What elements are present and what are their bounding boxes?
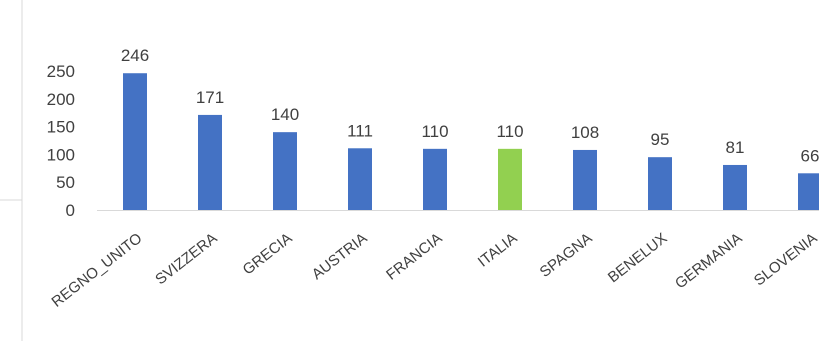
data-label: 246 bbox=[121, 46, 149, 65]
data-label: 110 bbox=[421, 122, 448, 141]
bar-slovenia bbox=[798, 173, 819, 210]
data-label: 111 bbox=[347, 121, 373, 140]
y-axis: 0 50 100 150 200 250 bbox=[47, 62, 75, 220]
data-label: 95 bbox=[651, 130, 670, 149]
x-tick-label: BENELUX bbox=[605, 230, 671, 287]
x-tick-label: AUSTRIA bbox=[309, 230, 371, 283]
data-label: 66 bbox=[801, 146, 819, 165]
y-tick-label: 50 bbox=[56, 173, 75, 192]
bar-spagna bbox=[573, 149, 597, 210]
x-tick-label: SVIZZERA bbox=[152, 230, 220, 289]
bar-italia bbox=[498, 148, 522, 210]
y-tick-label: 150 bbox=[47, 118, 75, 137]
y-tick-label: 200 bbox=[47, 90, 75, 109]
y-tick-label: 250 bbox=[47, 62, 75, 81]
bar-germania bbox=[723, 164, 747, 210]
data-label: 81 bbox=[726, 138, 745, 157]
y-tick-label: 100 bbox=[47, 145, 75, 164]
bar-regno-unito bbox=[123, 73, 147, 210]
bar-grecia bbox=[273, 132, 297, 210]
y-tick-label: 0 bbox=[66, 201, 75, 220]
x-tick-label: SPAGNA bbox=[537, 230, 596, 281]
bar-austria bbox=[348, 148, 372, 210]
data-label: 110 bbox=[496, 122, 523, 141]
data-label: 140 bbox=[271, 105, 299, 124]
x-tick-label: SLOVENIA bbox=[751, 230, 819, 290]
x-tick-label: ITALIA bbox=[475, 230, 521, 271]
data-label: 171 bbox=[196, 88, 224, 107]
x-tick-labels-group: REGNO_UNITO SVIZZERA GRECIA AUSTRIA FRANCIA I… bbox=[49, 230, 819, 311]
bars-group bbox=[123, 73, 819, 210]
bar-svizzera bbox=[198, 114, 222, 210]
data-labels-group: 246 171 140 111 110 110 108 95 81 66 bbox=[121, 46, 819, 165]
bar-francia bbox=[423, 148, 447, 210]
x-tick-label: GERMANIA bbox=[672, 230, 746, 293]
x-tick-label: GRECIA bbox=[240, 230, 296, 279]
bar-benelux bbox=[648, 157, 672, 210]
x-tick-label: FRANCIA bbox=[383, 230, 445, 284]
x-tick-label: REGNO_UNITO bbox=[49, 230, 146, 311]
data-label: 108 bbox=[571, 123, 599, 142]
